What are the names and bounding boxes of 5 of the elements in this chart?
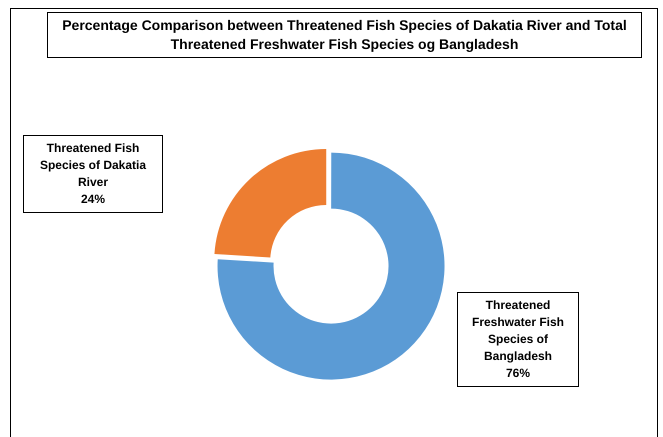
data-label: 76% bbox=[504, 365, 532, 382]
data-label: 24% bbox=[80, 191, 106, 208]
slice-label: Threatened Freshwater Fish Species of Bangladesh bbox=[470, 297, 566, 365]
chart-title: Percentage Comparison between Threatened Fish Species of Dakatia River and Total Threatened Freshwater Fish Species og Bangladesh bbox=[47, 12, 642, 58]
slice-label: Threatened Fish Species of Dakatia River bbox=[38, 140, 148, 191]
